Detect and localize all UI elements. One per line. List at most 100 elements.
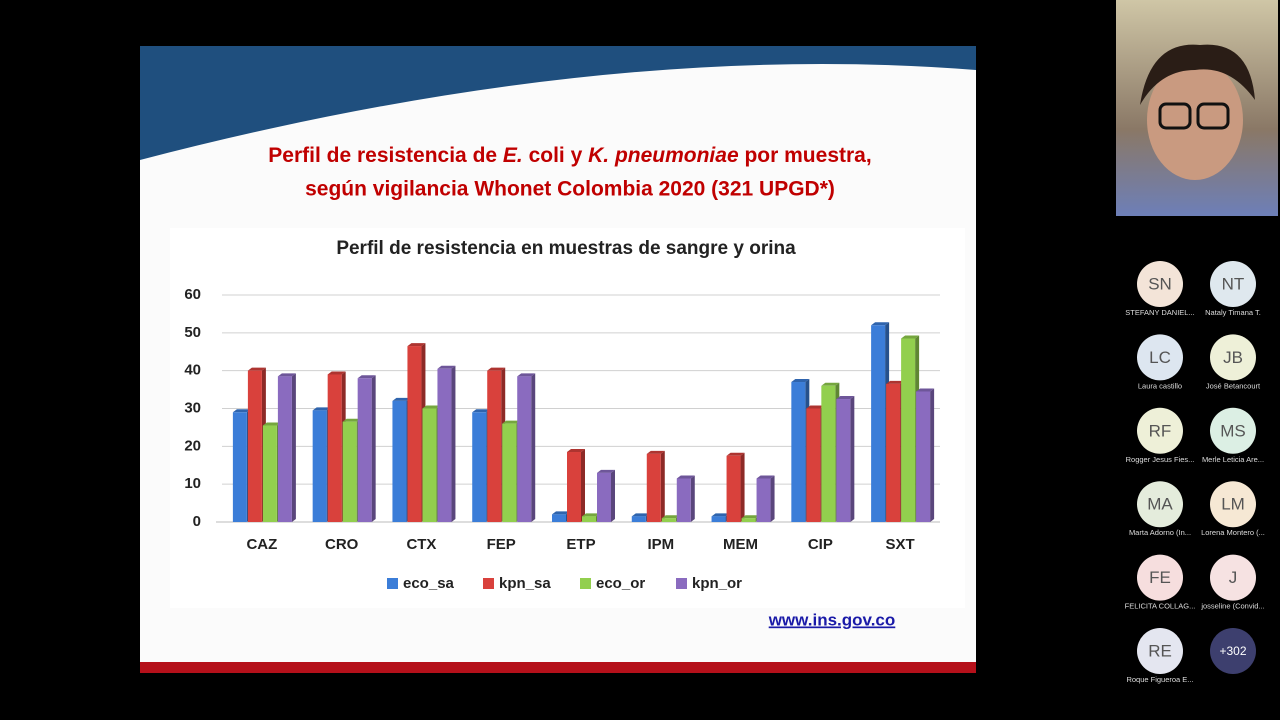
title-part: E.	[503, 144, 523, 167]
slide-title: Perfil de resistencia de E. coli y K. pn…	[268, 144, 871, 167]
x-tick-label: FEP	[487, 536, 516, 553]
legend-swatch	[483, 578, 494, 589]
avatar-initials: RE	[1148, 641, 1172, 660]
bar-side	[611, 469, 615, 522]
chart-title: Perfil de resistencia en muestras de san…	[336, 238, 796, 259]
avatar[interactable]	[1137, 628, 1183, 674]
x-tick-label: CAZ	[246, 536, 277, 553]
hair	[1140, 44, 1255, 105]
bar-top	[487, 367, 506, 371]
slide-header	[140, 46, 976, 160]
bar-top	[392, 397, 411, 401]
bar-side	[291, 373, 296, 522]
bar-top	[552, 511, 570, 515]
bar	[646, 453, 661, 522]
participant-name: José Betancourt	[1206, 381, 1261, 390]
participant-name: Laura castillo	[1138, 381, 1182, 390]
bar	[487, 370, 502, 522]
avatar[interactable]	[1137, 554, 1183, 601]
bar-side	[660, 450, 665, 522]
bar-top	[327, 371, 346, 375]
bar	[661, 518, 676, 522]
bar-top	[567, 449, 585, 453]
bar	[871, 325, 886, 522]
avatar[interactable]	[1210, 481, 1256, 528]
avatar[interactable]	[1137, 481, 1183, 528]
avatar-initials: RF	[1149, 421, 1172, 440]
bar-top	[821, 382, 840, 386]
title-part: K. pneumoniae	[588, 144, 739, 167]
bar-top	[791, 379, 810, 383]
avatar[interactable]	[1210, 554, 1256, 601]
glasses	[1196, 102, 1230, 130]
bar	[247, 370, 262, 522]
bar	[502, 423, 517, 522]
avatar[interactable]	[1137, 334, 1183, 381]
participant-name: Lorena Montero (...	[1201, 528, 1265, 537]
slide: Perfil de resistencia de E. coli y K. pn…	[140, 46, 976, 673]
bar	[886, 383, 901, 522]
bar	[327, 374, 342, 522]
avatar[interactable]	[1137, 261, 1183, 307]
avatar-initials: MA	[1147, 495, 1173, 514]
bar-top	[916, 388, 935, 392]
bar-side	[531, 373, 536, 522]
bar	[916, 391, 931, 522]
avatar[interactable]	[1137, 407, 1183, 454]
avatar-initials: LM	[1221, 495, 1245, 514]
legend-swatch	[387, 578, 398, 589]
x-tick-label: SXT	[886, 536, 915, 553]
avatar[interactable]	[1210, 261, 1256, 307]
legend-swatch	[580, 578, 591, 589]
participant-name: FELICITA COLLAG...	[1125, 602, 1196, 611]
bar-top	[437, 365, 456, 369]
y-tick-label: 0	[193, 513, 201, 530]
bar-side	[451, 365, 456, 522]
participant-name: Nataly Timana T.	[1205, 308, 1261, 317]
more-participants[interactable]	[1210, 628, 1256, 674]
participants: SN STEFANY DANIEL... NT Nataly Timana T. LC L…	[1125, 261, 1265, 684]
bar-side	[850, 396, 855, 522]
participant-name: Roque Figueroa E...	[1126, 675, 1193, 684]
bar-top	[312, 407, 331, 411]
y-tick-label: 40	[184, 362, 201, 379]
bar-top	[901, 335, 920, 339]
bar-top	[711, 513, 730, 517]
bar	[472, 412, 487, 522]
bar-top	[247, 367, 266, 371]
bar	[836, 399, 851, 522]
participant-name: Marta Adorno (In...	[1129, 528, 1191, 537]
webcam	[1116, 0, 1278, 216]
x-tick-label: IPM	[647, 536, 674, 553]
bar-top	[676, 475, 695, 479]
bar	[517, 376, 532, 522]
avatar[interactable]	[1210, 407, 1256, 454]
legend-swatch	[676, 578, 687, 589]
avatar-initials: JB	[1223, 348, 1243, 367]
bar	[422, 408, 437, 522]
bar	[342, 421, 357, 522]
participant-name: josseline (Convid...	[1200, 602, 1264, 611]
avatar-initials: FE	[1149, 568, 1171, 587]
bar-side	[770, 475, 775, 522]
bar	[567, 452, 581, 522]
link[interactable]: www.ins.gov.co	[768, 610, 896, 629]
bar-top	[871, 322, 890, 326]
bar	[437, 368, 452, 522]
bar	[806, 408, 821, 522]
title-part: Perfil de resistencia de	[268, 144, 503, 167]
bar	[901, 338, 916, 522]
bar	[407, 346, 422, 522]
bar-side	[740, 452, 745, 522]
avatar-initials: LC	[1149, 348, 1171, 367]
bar	[597, 472, 611, 522]
avatar-initials: SN	[1148, 274, 1172, 293]
avatar[interactable]	[1210, 334, 1256, 381]
x-tick-label: CIP	[808, 536, 833, 553]
bar-top	[806, 405, 825, 409]
legend-label: kpn_sa	[499, 575, 551, 592]
y-tick-label: 20	[184, 437, 201, 454]
bar-top	[422, 405, 441, 409]
bar-side	[930, 388, 935, 522]
